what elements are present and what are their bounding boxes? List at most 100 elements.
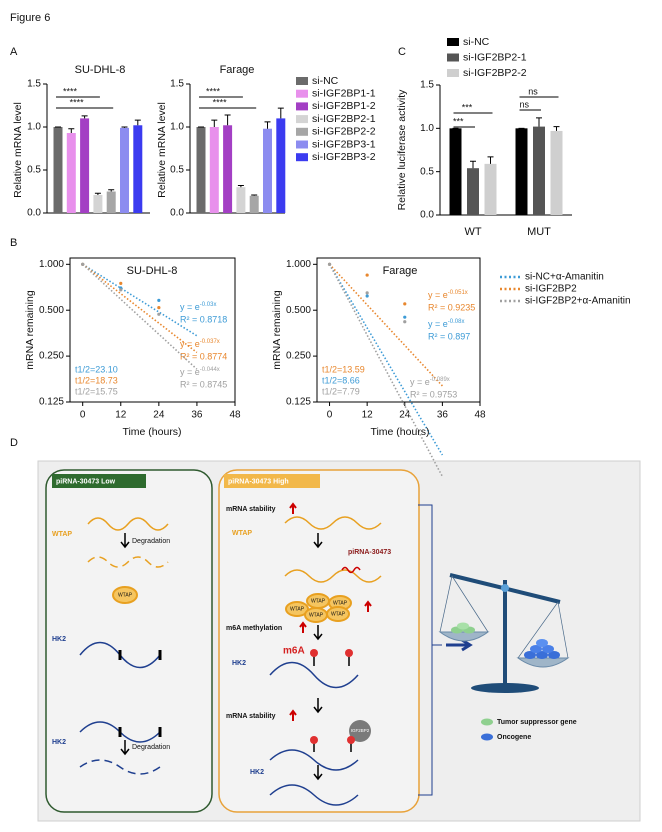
y-tick-label: 1.0: [27, 122, 41, 133]
legend-swatch: [447, 38, 459, 46]
degraded-wave: [79, 759, 161, 775]
plot-frame: [316, 257, 481, 403]
equation-exponent: -0.037x: [200, 339, 220, 345]
error-bar: [211, 119, 218, 127]
data-point: [119, 288, 123, 292]
legend-label: si-IGF2BP1-1: [312, 87, 376, 99]
legend-label: si-IGF2BP3-1: [312, 138, 376, 150]
y-tick-label: 0.500: [39, 305, 64, 316]
equation-exponent: -0.08x: [448, 319, 465, 325]
protein-label: WTAP: [331, 611, 346, 617]
x-tick-label: 48: [474, 410, 486, 421]
panel-label: D: [10, 437, 18, 449]
legend-label: Oncogene: [497, 734, 531, 741]
balance: [438, 573, 570, 693]
y-tick-label: 0.5: [170, 165, 184, 176]
stability-label: mRNA stability: [226, 506, 276, 513]
error-bar: [553, 126, 560, 131]
high-title: piRNA-30473 High: [228, 478, 289, 485]
plot-frame: [69, 257, 236, 403]
panel-label: A: [10, 46, 18, 58]
half-life: t1/2=23.10: [75, 364, 118, 374]
bar: [80, 118, 90, 213]
half-life: t1/2=18.73: [75, 375, 118, 385]
r-squared: R² = 0.8718: [180, 314, 227, 324]
x-tick-label: 12: [362, 410, 374, 421]
gene-label: WTAP: [52, 531, 72, 538]
diagram: D piRNA-30473 Low piRNA-30473 High WTAP …: [10, 437, 641, 822]
x-tick-label: 36: [437, 410, 449, 421]
error-bar: [277, 107, 284, 119]
mrna-wave: [269, 661, 359, 689]
bar: [93, 194, 103, 213]
fit-equation: y = e-0.051x: [428, 290, 468, 301]
bar: [484, 163, 497, 215]
legend-swatch: [447, 69, 459, 77]
x-tick-label: 0: [327, 410, 333, 421]
error-bar: [487, 156, 494, 164]
legend-label: si-NC: [463, 36, 490, 48]
protein: [285, 601, 309, 617]
error-bar: [251, 194, 258, 196]
legend-swatch: [296, 102, 308, 111]
bar: [249, 195, 259, 213]
legend-swatch: [296, 115, 308, 124]
arrow: [313, 533, 323, 549]
protein: [326, 606, 350, 622]
equation-base: y = e: [410, 377, 430, 387]
reader-label: IGF2BP2: [351, 728, 370, 733]
mrna-wave: [269, 784, 359, 806]
legend-label: si-NC: [312, 75, 339, 87]
r-squared: R² = 0.9235: [428, 302, 475, 312]
balance-pan: [516, 657, 570, 668]
bar: [550, 130, 563, 215]
significance-label: ****: [206, 86, 221, 96]
gene-label: HK2: [52, 739, 66, 746]
bar: [276, 118, 286, 213]
chart-title: SU-DHL-8: [75, 64, 126, 76]
panel-label: B: [10, 237, 17, 249]
bracket: [418, 504, 442, 796]
legend-label: si-IGF2BP2-1: [463, 51, 527, 63]
r-squared: R² = 0.8745: [180, 379, 227, 389]
error-bar: [536, 117, 542, 127]
pirna-strand: [341, 566, 361, 574]
x-tick-label: 24: [153, 410, 165, 421]
gene-label: HK2: [52, 636, 66, 643]
error-bar: [94, 192, 101, 195]
panel-label: C: [398, 46, 406, 58]
y-tick-label: 1.0: [420, 123, 434, 134]
y-tick-label: 0.5: [27, 165, 41, 176]
arrow: [120, 533, 130, 549]
y-tick-label: 1.5: [170, 79, 184, 90]
oncogene: [542, 645, 554, 653]
low-title: piRNA-30473 Low: [56, 478, 116, 485]
y-tick-label: 0.125: [39, 397, 64, 408]
fit-line: [82, 263, 198, 370]
significance-label: ***: [453, 116, 464, 126]
protein-label: WTAP: [118, 592, 133, 598]
equation-base: y = e: [180, 339, 200, 349]
bar: [120, 127, 129, 213]
x-axis-label: Time (hours): [122, 426, 181, 438]
mrna-wave: [284, 516, 382, 530]
equation-base: y = e: [428, 319, 448, 329]
fit-equation: y = e-0.044x: [180, 367, 220, 378]
equation-base: y = e: [428, 290, 448, 300]
oncogene: [530, 645, 542, 653]
low-header: [52, 474, 146, 488]
significance-label: ns: [528, 86, 538, 96]
oncogene: [548, 651, 560, 659]
legend-swatch: [447, 53, 459, 62]
y-axis-label: mRNA remaining: [271, 290, 283, 370]
y-tick-label: 1.5: [27, 79, 41, 90]
data-point: [327, 262, 332, 266]
significance-label: ns: [519, 99, 529, 109]
protein: [112, 586, 138, 604]
legend-swatch: [296, 89, 308, 98]
gene-label: HK2: [250, 769, 264, 776]
arrow: [120, 740, 130, 756]
half-life: t1/2=8.66: [322, 375, 360, 385]
arrow: [313, 625, 323, 641]
significance-label: ****: [63, 86, 78, 96]
